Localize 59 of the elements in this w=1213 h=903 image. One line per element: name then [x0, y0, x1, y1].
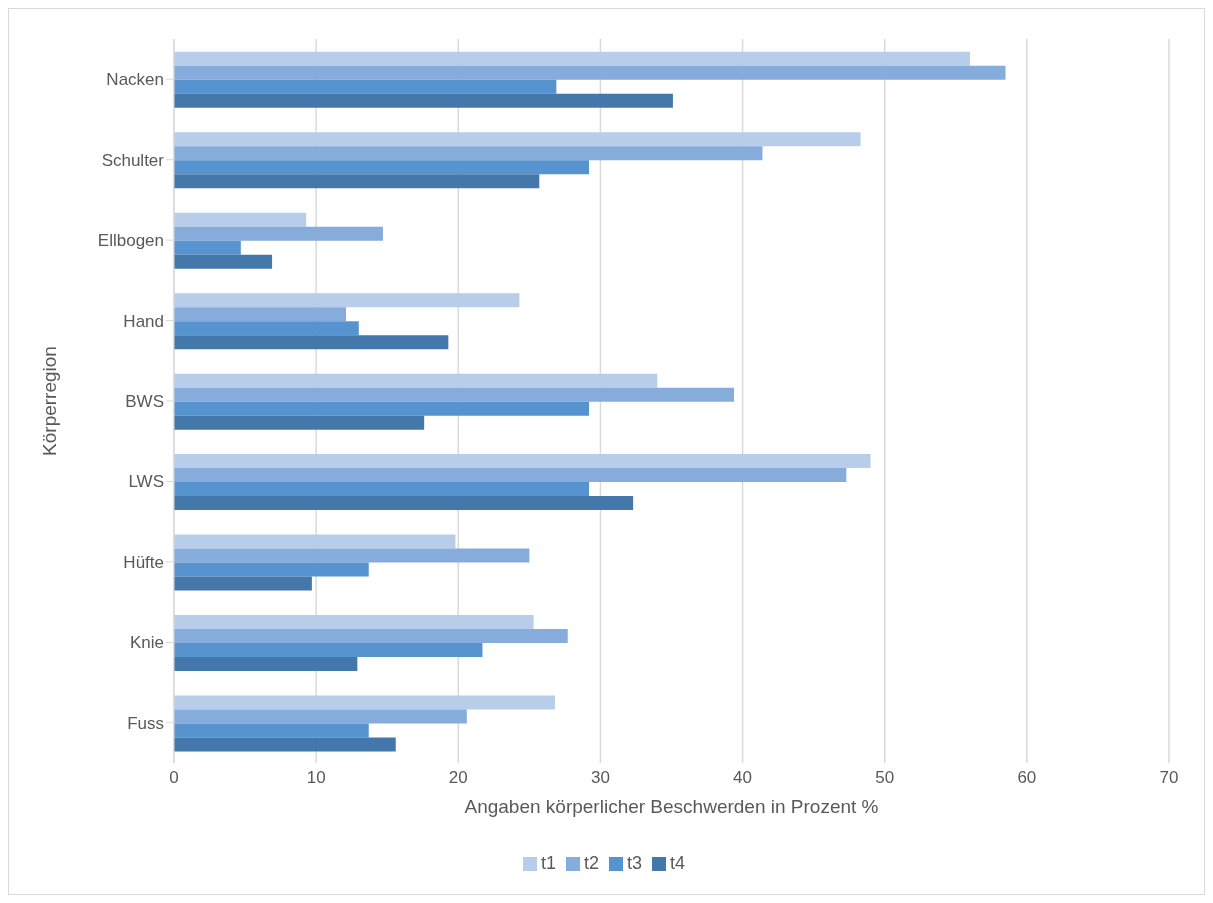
bar	[174, 321, 359, 336]
bar	[174, 160, 590, 175]
x-tick-label: 30	[590, 768, 610, 788]
bar	[174, 240, 241, 255]
bar	[174, 51, 970, 66]
bar	[174, 79, 557, 94]
x-tick-label: 20	[448, 768, 468, 788]
bar	[174, 642, 483, 657]
bar	[174, 562, 369, 577]
y-tick-label: Schulter	[101, 150, 165, 170]
bar	[174, 415, 425, 430]
y-axis-title: Körperregion	[38, 346, 60, 456]
bar	[174, 335, 449, 350]
x-tick-label: 40	[733, 768, 753, 788]
x-tick-label: 10	[306, 768, 326, 788]
y-tick-label: Nacken	[106, 70, 164, 90]
x-tick-label: 0	[169, 768, 179, 788]
y-tick-label: Knie	[129, 633, 164, 653]
y-tick-label: Ellbogen	[97, 231, 164, 251]
bar	[174, 709, 467, 724]
bar	[174, 146, 763, 161]
bar	[174, 373, 658, 388]
bar	[174, 496, 634, 511]
legend-label: t2	[583, 853, 599, 873]
bar	[174, 401, 590, 416]
bar	[174, 576, 312, 591]
x-tick-label: 50	[875, 768, 895, 788]
bar	[174, 307, 346, 322]
bar	[174, 212, 307, 227]
bar	[174, 548, 530, 563]
bar	[174, 132, 861, 147]
bar	[174, 656, 358, 671]
bar	[174, 534, 456, 549]
legend-label: t1	[540, 853, 556, 873]
bar	[174, 454, 871, 469]
y-tick-label: Fuss	[127, 713, 164, 733]
y-tick-label: BWS	[125, 392, 164, 412]
x-tick-label: 60	[1017, 768, 1037, 788]
bar	[174, 695, 555, 710]
bar	[174, 737, 396, 752]
legend-label: t4	[670, 853, 686, 873]
bar	[174, 226, 383, 241]
bar	[174, 65, 1006, 80]
bar	[174, 93, 673, 108]
x-axis-title: Angaben körperlicher Beschwerden in Prozent %	[464, 796, 879, 817]
legend-label: t3	[627, 853, 643, 873]
bar	[174, 387, 735, 402]
bar	[174, 468, 847, 483]
y-tick-label: Hüfte	[123, 552, 164, 572]
y-tick-label: Hand	[123, 311, 164, 331]
bar	[174, 628, 568, 643]
y-tick-label: LWS	[128, 472, 164, 492]
x-tick-label: 70	[1159, 768, 1179, 788]
bar	[174, 254, 273, 269]
bar	[174, 723, 369, 738]
bar	[174, 614, 534, 629]
bar	[174, 293, 520, 308]
bar	[174, 482, 590, 497]
bar	[174, 174, 540, 189]
